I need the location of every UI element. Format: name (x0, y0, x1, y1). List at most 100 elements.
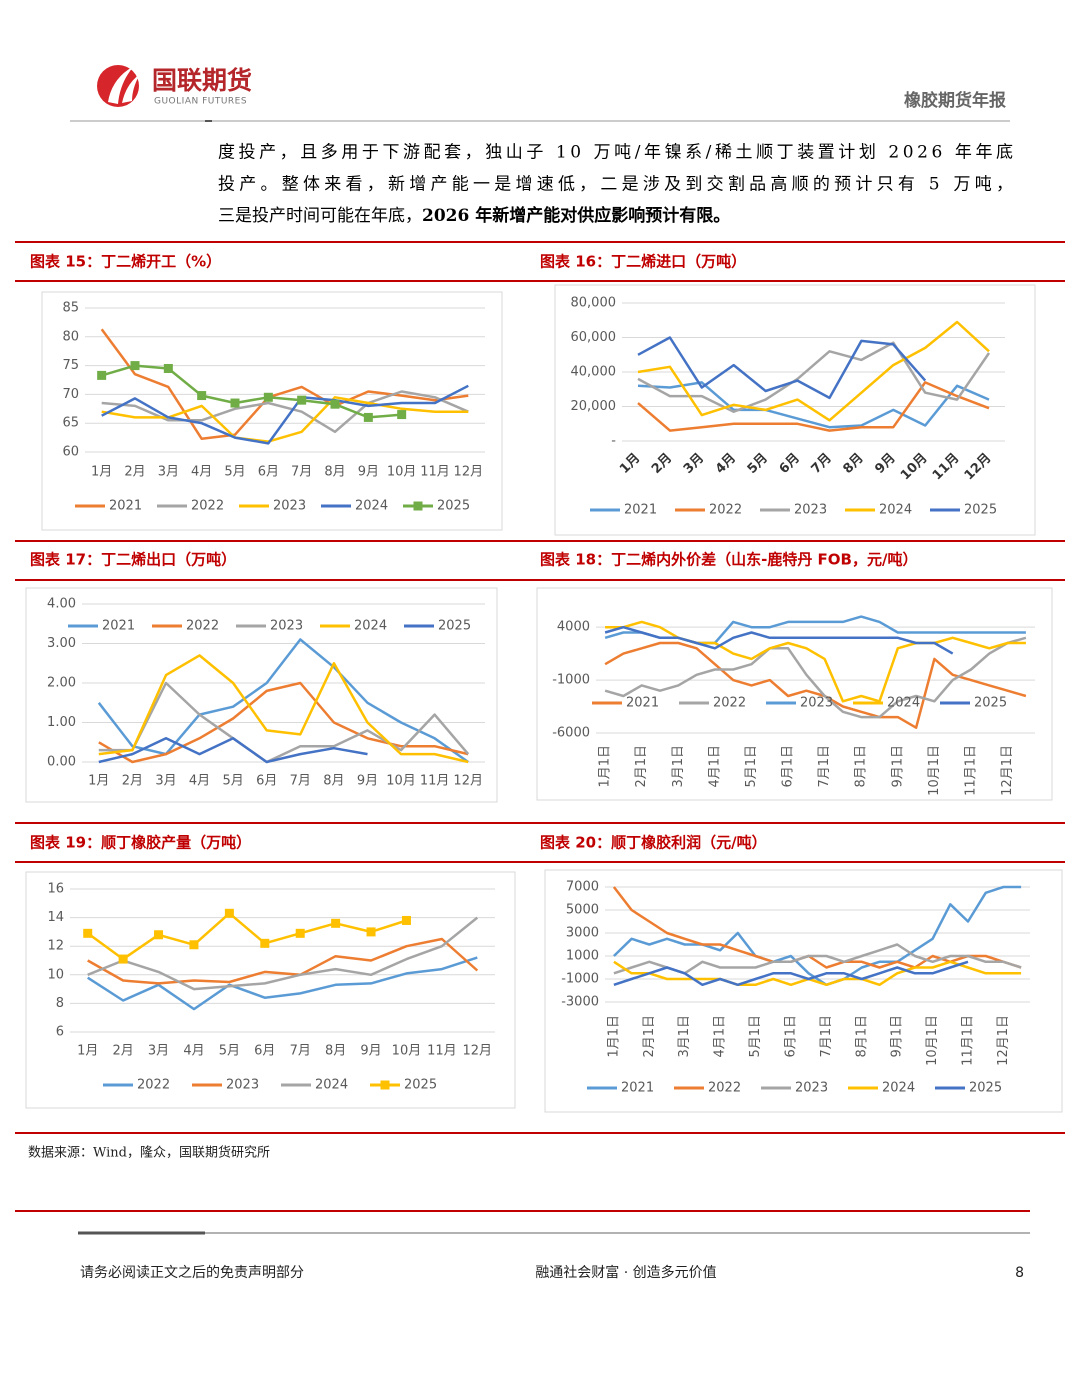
y-tick-label: -6000 (552, 726, 590, 741)
logo-swoosh (122, 74, 140, 103)
x-tick-label: 12月1日 (1000, 745, 1015, 796)
report-name: 橡胶期货年报 (904, 90, 1006, 111)
x-tick-label: 11月1日 (963, 745, 978, 796)
source: 数据来源：Wind，隆众，国联期货研究所 (28, 1145, 270, 1161)
x-tick-label: 10月 (387, 465, 417, 480)
series-line (613, 960, 1022, 987)
x-tick-label: 8月1日 (854, 1015, 869, 1058)
y-tick-label: 14 (47, 910, 64, 925)
y-tick-label: 65 (62, 416, 79, 431)
point-marker (366, 927, 376, 937)
point-marker (263, 392, 273, 402)
y-tick-label: 0.00 (47, 755, 76, 770)
chart-title: 图表 17：丁二烯出口（万吨） (30, 551, 236, 569)
point-marker (331, 918, 341, 928)
series-line (101, 364, 402, 419)
logo-swoosh (108, 66, 134, 104)
legend-marker (380, 1080, 390, 1090)
x-tick-label: 8月1日 (854, 745, 869, 788)
chart-frame (544, 869, 1063, 1113)
point-marker (154, 930, 164, 940)
y-tick-label: 8 (56, 996, 64, 1011)
series-line (98, 737, 368, 764)
y-tick-label: 2.00 (47, 676, 76, 691)
x-tick-label: 4月1日 (713, 1015, 728, 1058)
legend-label: 2023 (270, 619, 303, 634)
x-tick-label: 10月1日 (927, 745, 942, 796)
chart-title: 图表 20：顺丁橡胶利润（元/吨） (540, 834, 767, 852)
legend-label: 2022 (713, 696, 746, 711)
section-rules (15, 241, 1065, 1134)
x-tick-label: 12月 (453, 774, 483, 789)
x-tick-label: 10月 (392, 1044, 422, 1059)
x-tick-label: 5月 (222, 774, 243, 789)
point-marker (363, 412, 373, 422)
legend-label: 2024 (887, 696, 920, 711)
paragraph-line: 度投产，且多用于下游配套，独山子 10 万吨/年镍系/稀土顺丁装置计划 2026… (218, 143, 1013, 163)
legend-label: 2025 (404, 1078, 437, 1093)
series-line (637, 341, 991, 413)
x-tick-label: 5月 (224, 465, 245, 480)
x-tick-label: 10月1日 (925, 1015, 940, 1066)
series-line (100, 328, 469, 441)
x-tick-label: 7月 (290, 774, 311, 789)
point-marker (295, 928, 305, 938)
x-tick-label: 9月1日 (890, 745, 905, 788)
x-tick-label: 9月 (360, 1044, 381, 1059)
logo (97, 65, 140, 107)
series-line (612, 886, 1022, 969)
series-line (98, 681, 469, 764)
x-tick-label: 8月 (325, 1044, 346, 1059)
x-tick-label: 3月1日 (677, 1015, 692, 1058)
x-tick-label: 9月1日 (890, 1015, 905, 1058)
x-tick-label: 6月 (258, 465, 279, 480)
point-marker (401, 915, 411, 925)
x-tick-label: 1月1日 (598, 745, 613, 788)
x-tick-label: 11月1日 (961, 1015, 976, 1066)
series-line (605, 620, 1026, 703)
chart-title: 图表 16：丁二烯进口（万吨） (540, 253, 746, 271)
x-tick-label: 4月 (189, 774, 210, 789)
logo-text: 国联期货 (152, 66, 252, 95)
slogan: 融通社会财富 · 创造多元价值 (535, 1264, 716, 1281)
x-tick-label: 1月 (77, 1044, 98, 1059)
chart-title: 图表 15：丁二烯开工（%） (30, 253, 221, 271)
series-line (101, 384, 469, 445)
x-tick-label: 2月1日 (642, 1015, 657, 1058)
series-line (637, 381, 990, 429)
series-line (97, 638, 469, 764)
x-tick-label: 12月1日 (996, 1015, 1011, 1066)
x-tick-label: 6月 (254, 1044, 275, 1059)
x-tick-label: 8月 (324, 465, 345, 480)
legend-marker (413, 501, 423, 511)
y-tick-label: 85 (62, 301, 79, 316)
series-line (87, 916, 479, 991)
paragraph-line: 投产。整体来看，新增产能一是增速低，二是涉及到交割品高顺的预计只有 5 万吨， (218, 175, 1013, 195)
y-tick-label: 75 (62, 358, 79, 373)
y-tick-label: 40,000 (571, 365, 617, 380)
x-tick-label: 9月 (357, 774, 378, 789)
legend-label: 2024 (879, 503, 912, 518)
series-line (637, 336, 927, 400)
x-tick-label: 7月 (291, 465, 312, 480)
series-line (613, 885, 1022, 987)
series-line (87, 937, 479, 985)
series-line (637, 381, 990, 432)
x-tick-label: 1月 (88, 774, 109, 789)
x-tick-label: 3月 (158, 465, 179, 480)
series-line (604, 636, 1027, 719)
x-tick-label: 9月 (358, 465, 379, 480)
y-tick-label: 10 (47, 967, 64, 982)
y-tick-label: 1000 (566, 949, 599, 964)
y-tick-label: - (611, 434, 616, 449)
legend-label: 2025 (969, 1081, 1002, 1096)
disclaimer: 请务必阅读正文之后的免责声明部分 (80, 1264, 304, 1281)
legend-label: 2024 (882, 1081, 915, 1096)
point-marker (260, 938, 270, 948)
chart-title: 图表 19：顺丁橡胶产量（万吨） (30, 834, 251, 852)
point-marker (230, 398, 240, 408)
point-marker (197, 391, 207, 401)
logo-subtext: GUOLIAN FUTURES (154, 97, 247, 107)
legend-label: 2021 (624, 503, 657, 518)
chart-frame (25, 871, 516, 1109)
